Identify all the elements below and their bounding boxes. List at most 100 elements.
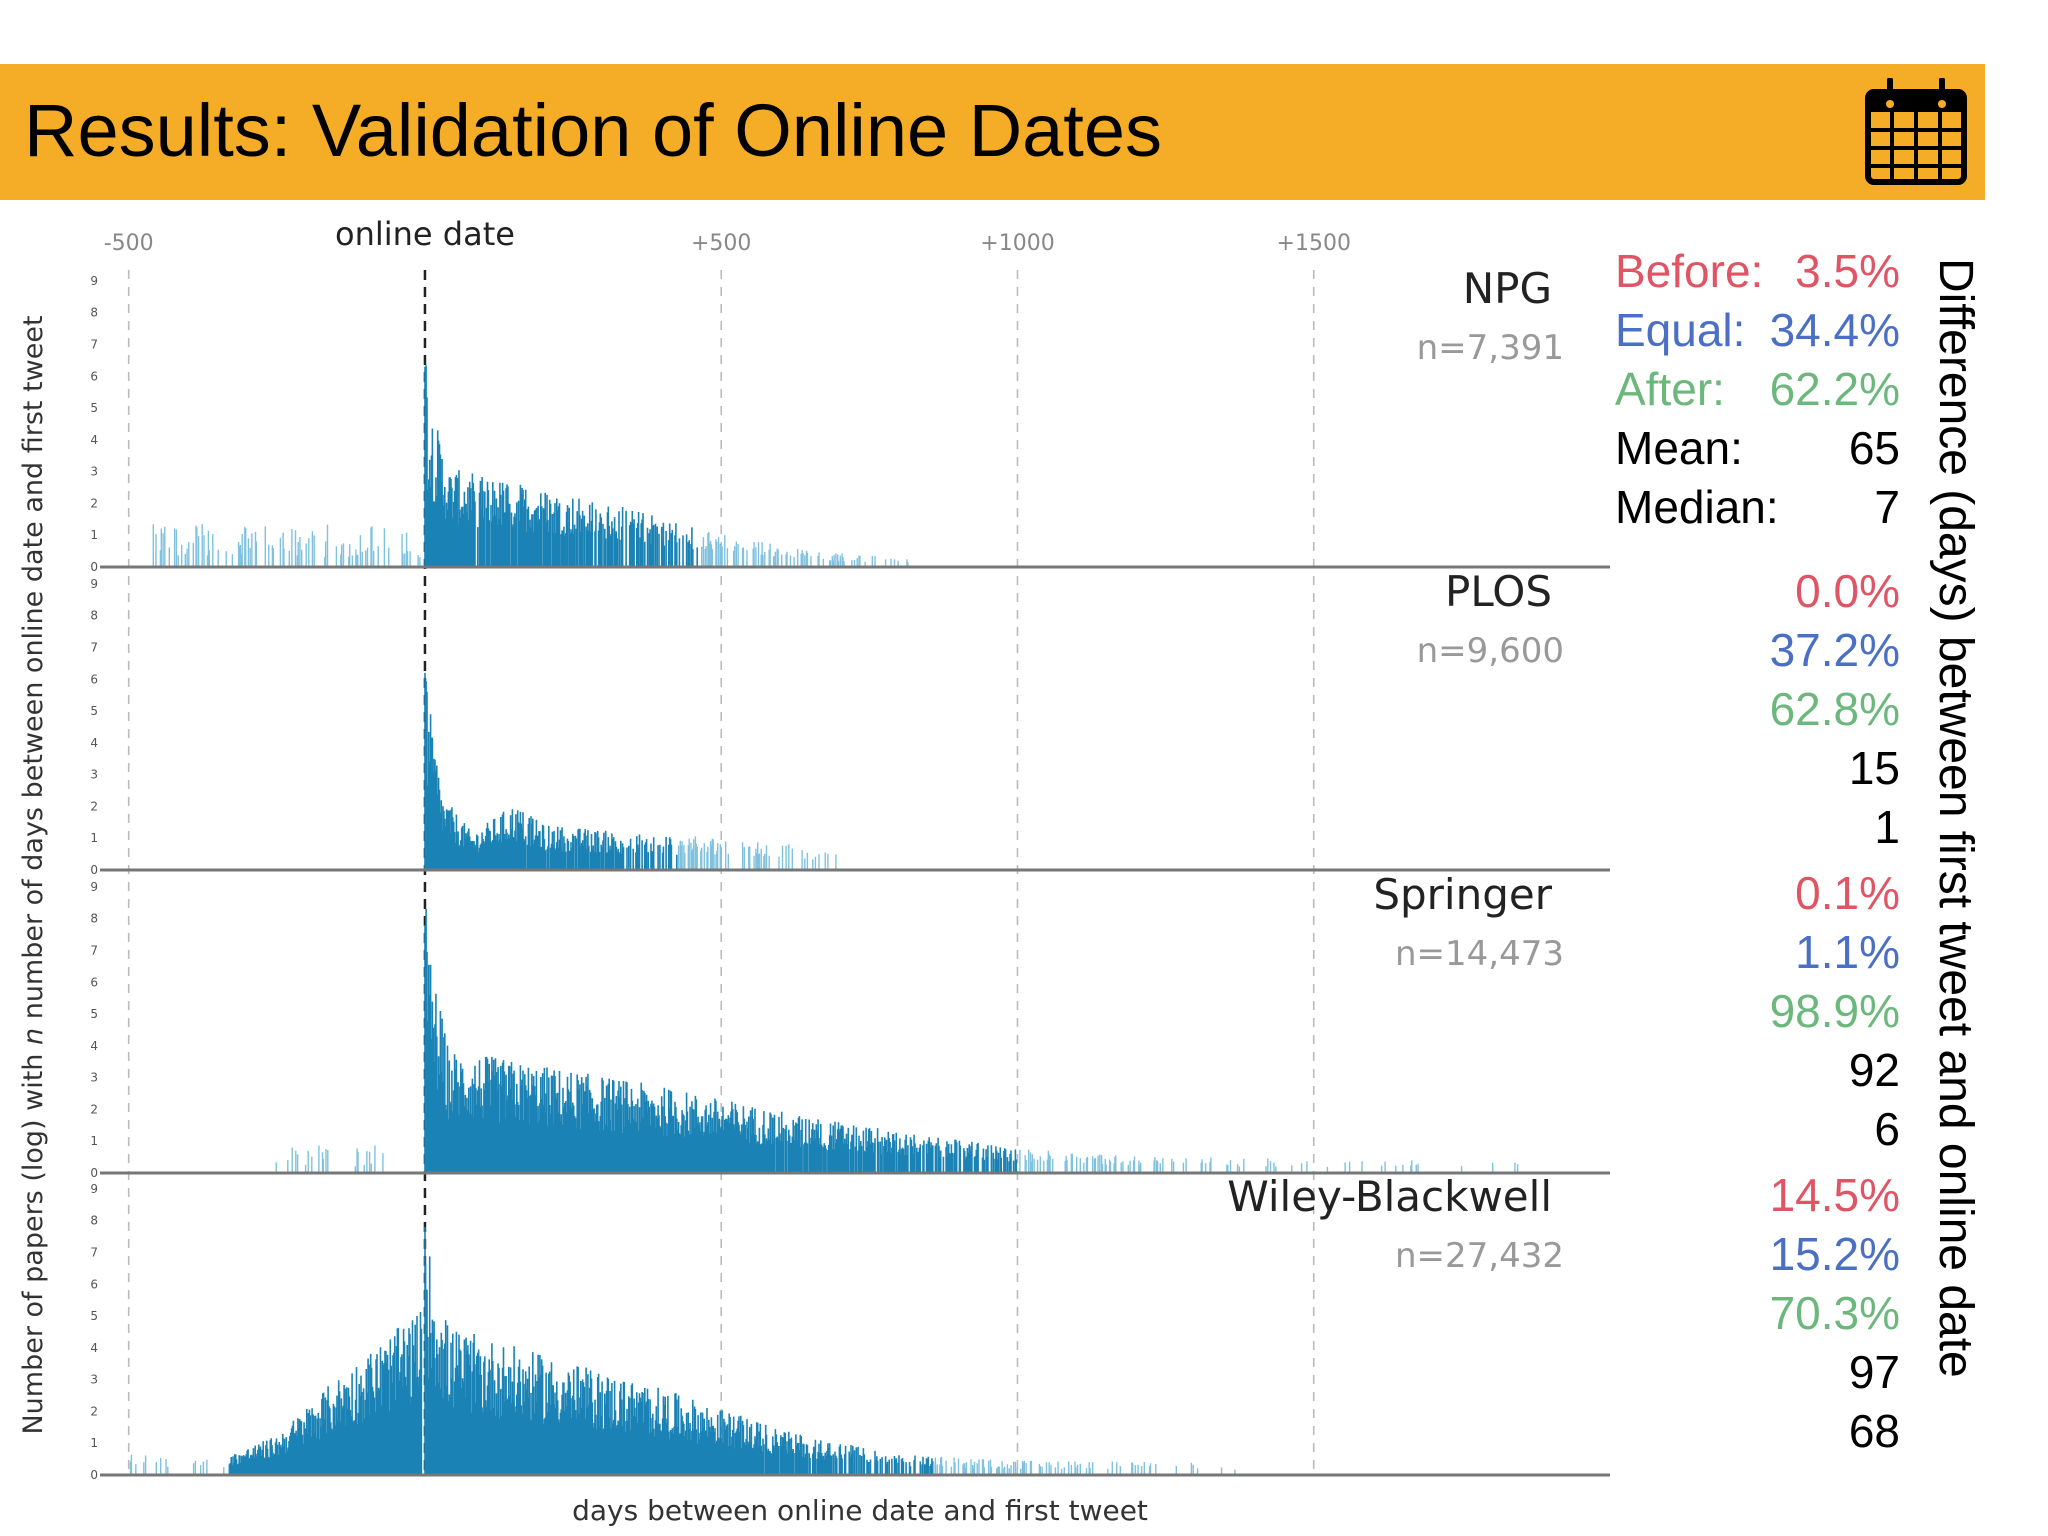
- stat-row-median: Median: 7: [1615, 478, 1900, 537]
- stats-block-springer: 0.1% 1.1% 98.9% 92 6: [1615, 864, 1900, 1159]
- stat-value-equal: 34.4%: [1769, 304, 1900, 356]
- stat-value-after: 62.8%: [1769, 683, 1900, 735]
- panel-publisher-label: Springer: [1373, 870, 1552, 919]
- bar-series: [424, 672, 837, 870]
- y-tick-label: 1: [90, 1436, 98, 1450]
- stat-value-mean: 65: [1848, 422, 1900, 474]
- y-tick-label: 0: [90, 560, 98, 574]
- bar-series: [275, 908, 1519, 1173]
- y-tick-label: 6: [90, 672, 98, 686]
- stat-value-before: 3.5%: [1795, 245, 1900, 297]
- histogram-chart: -500 online date +500 +1000 +1500 0 1 2 3 4 5 6 7 8 9 N…: [18, 215, 1610, 1527]
- stat-value-mean: 15: [1848, 742, 1900, 794]
- panel-n-label: n=9,600: [1417, 631, 1564, 671]
- y-tick-label: 5: [90, 401, 98, 415]
- stat-row-equal: 37.2%: [1615, 621, 1900, 680]
- y-tick-label: 0: [90, 863, 98, 877]
- stat-value-median: 68: [1848, 1405, 1900, 1457]
- stat-row-after: 70.3%: [1615, 1284, 1900, 1343]
- stat-row-mean: Mean: 65: [1615, 419, 1900, 478]
- stats-block-wiley-blackwell: 14.5% 15.2% 70.3% 97 68: [1615, 1166, 1900, 1461]
- stat-value-after: 62.2%: [1769, 363, 1900, 415]
- y-tick-label: 8: [90, 306, 98, 320]
- stat-row-before: 14.5%: [1615, 1166, 1900, 1225]
- stat-value-median: 7: [1874, 481, 1900, 533]
- bar-marks-sparse: [677, 836, 837, 870]
- x-tick-label: +500: [691, 231, 751, 256]
- stat-value-equal: 1.1%: [1795, 926, 1900, 978]
- y-tick-label: 1: [90, 831, 98, 845]
- stat-row-after: 62.8%: [1615, 680, 1900, 739]
- y-tick-label: 6: [90, 1277, 98, 1291]
- panel-n-label: n=27,432: [1395, 1236, 1564, 1276]
- stat-value-before: 0.0%: [1795, 565, 1900, 617]
- panel-wiley-blackwell: 0 1 2 3 4 5 6 7 8 9 Wiley-Blackwell n=27,432: [90, 1172, 1610, 1482]
- stat-label-median: Median:: [1615, 481, 1779, 533]
- stat-value-median: 6: [1874, 1103, 1900, 1155]
- y-tick-label: 1: [90, 528, 98, 542]
- y-tick-label: 0: [90, 1166, 98, 1180]
- stat-value-mean: 97: [1848, 1346, 1900, 1398]
- y-tick-label: 9: [90, 274, 98, 288]
- y-tick-label: 9: [90, 577, 98, 591]
- y-tick-label: 4: [90, 433, 98, 447]
- y-tick-label: 8: [90, 1214, 98, 1228]
- y-tick-label: 3: [90, 768, 98, 782]
- stat-row-mean: 92: [1615, 1041, 1900, 1100]
- stat-value-mean: 92: [1848, 1044, 1900, 1096]
- stats-panel: Before: 3.5% Equal: 34.4% After: 62.2% Mean: 65…: [1615, 242, 1900, 1492]
- y-tick-label: 9: [90, 880, 98, 894]
- y-tick-label: 6: [90, 975, 98, 989]
- stat-row-median: 1: [1615, 798, 1900, 857]
- y-tick-label: 7: [90, 1245, 98, 1259]
- stat-value-after: 98.9%: [1769, 985, 1900, 1037]
- panel-plos: 0 1 2 3 4 5 6 7 8 9 PLOS n=9,600: [90, 567, 1610, 877]
- stats-block-npg: Before: 3.5% Equal: 34.4% After: 62.2% Mean: 65…: [1615, 242, 1900, 537]
- panel-springer: 0 1 2 3 4 5 6 7 8 9 Springer n=14,473: [90, 870, 1610, 1180]
- stat-label-before: Before:: [1615, 245, 1764, 297]
- y-tick-label: 7: [90, 640, 98, 654]
- bar-marks-sparse: [152, 524, 909, 567]
- x-tick-label: online date: [335, 215, 515, 253]
- x-tick-label: +1500: [1277, 231, 1351, 256]
- y-tick-label: 5: [90, 704, 98, 718]
- x-tick-label: -500: [104, 231, 154, 256]
- stat-value-after: 70.3%: [1769, 1287, 1900, 1339]
- stat-row-after: After: 62.2%: [1615, 360, 1900, 419]
- stats-axis-label: Difference (days) between first tweet an…: [1929, 258, 1982, 1378]
- bar-marks-sparse: [129, 1454, 1236, 1475]
- y-tick-label: 3: [90, 465, 98, 479]
- stat-row-after: 98.9%: [1615, 982, 1900, 1041]
- y-tick-label: 0: [90, 1468, 98, 1482]
- bar-marks-sparse: [275, 1145, 1519, 1173]
- slide-title: Results: Validation of Online Dates: [24, 89, 1163, 172]
- stat-row-equal: 1.1%: [1615, 923, 1900, 982]
- y-tick-label: 7: [90, 943, 98, 957]
- y-axis-label-part: n: [18, 1028, 49, 1045]
- stat-row-mean: 97: [1615, 1343, 1900, 1402]
- bar-series: [152, 365, 909, 567]
- stat-row-before: Before: 3.5%: [1615, 242, 1900, 301]
- bar-marks: [424, 672, 678, 870]
- stat-row-equal: Equal: 34.4%: [1615, 301, 1900, 360]
- y-tick-label: 8: [90, 609, 98, 623]
- panel-publisher-label: Wiley-Blackwell: [1227, 1172, 1552, 1221]
- y-tick-label: 1: [90, 1134, 98, 1148]
- stat-value-before: 0.1%: [1795, 867, 1900, 919]
- stat-label-after: After:: [1615, 363, 1725, 415]
- stat-row-before: 0.1%: [1615, 864, 1900, 923]
- stat-label-mean: Mean:: [1615, 422, 1743, 474]
- stat-value-equal: 15.2%: [1769, 1228, 1900, 1280]
- stat-row-mean: 15: [1615, 739, 1900, 798]
- bar-series: [129, 1227, 1236, 1475]
- y-tick-label: 9: [90, 1182, 98, 1196]
- stat-row-equal: 15.2%: [1615, 1225, 1900, 1284]
- panel-n-label: n=14,473: [1395, 934, 1564, 974]
- y-tick-label: 7: [90, 337, 98, 351]
- y-tick-label: 8: [90, 912, 98, 926]
- bar-marks: [424, 908, 1018, 1173]
- y-tick-label: 2: [90, 1404, 98, 1418]
- stat-row-before: 0.0%: [1615, 562, 1900, 621]
- y-tick-label: 6: [90, 369, 98, 383]
- y-tick-label: 4: [90, 1341, 98, 1355]
